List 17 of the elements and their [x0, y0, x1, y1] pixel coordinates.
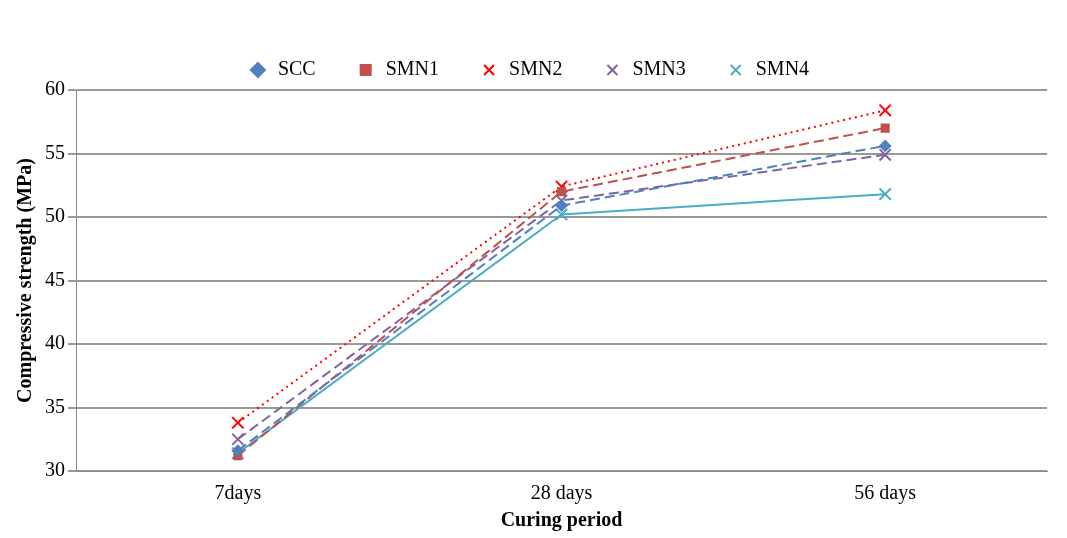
y-tick-label: 30 [45, 458, 65, 481]
y-tick-label: 55 [45, 140, 65, 163]
y-tick-label: 50 [45, 204, 65, 227]
y-axis-title: Compressive strength (MPa) [13, 158, 37, 403]
legend-label: SMN2 [509, 57, 563, 80]
x-tick-label: 28 days [530, 481, 593, 505]
legend-label: SCC [277, 57, 316, 80]
legend-label: SMN4 [755, 57, 810, 80]
y-tick-label: 60 [45, 77, 65, 100]
y-tick-label: 40 [45, 331, 65, 354]
legend-label: SMN3 [632, 57, 686, 80]
y-tick-label: 35 [45, 394, 65, 417]
x-tick-label: 56 days [854, 481, 917, 505]
y-tick-label: 45 [45, 267, 65, 290]
legend-label: SMN1 [385, 57, 440, 80]
x-axis-title: Curing period [500, 508, 623, 532]
x-tick-label: 7days [214, 481, 262, 505]
